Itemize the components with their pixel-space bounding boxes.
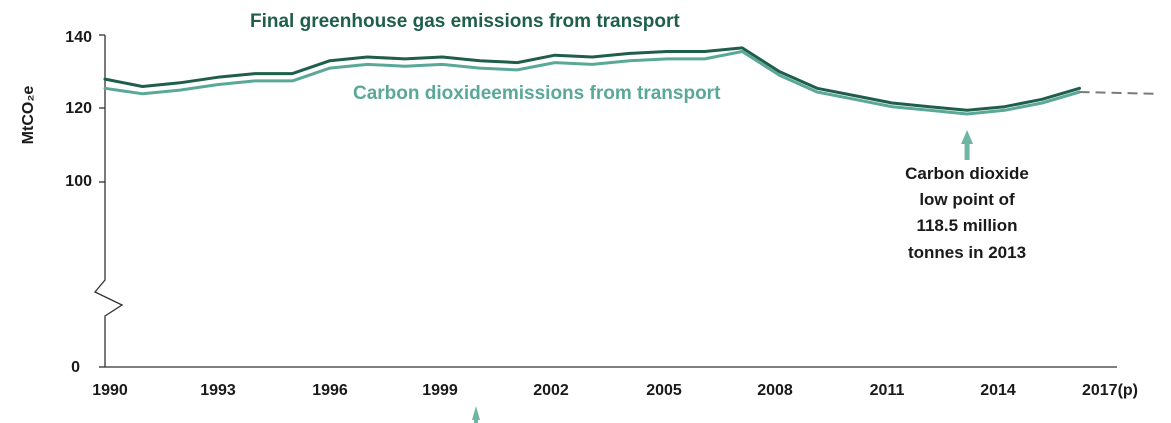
x-tick-1999: 1999 bbox=[422, 382, 458, 399]
y-axis-label: MtCO₂e bbox=[20, 86, 37, 145]
series-label-co2: Carbon dioxideemissions from transport bbox=[353, 83, 721, 104]
annotation-line-4: tonnes in 2013 bbox=[908, 243, 1026, 262]
annotation-line-3: 118.5 million bbox=[916, 216, 1017, 235]
x-tick-1993: 1993 bbox=[200, 382, 236, 399]
x-tick-1996: 1996 bbox=[312, 382, 348, 399]
annotation-line-1: Carbon dioxide bbox=[905, 164, 1029, 183]
x-tick-2011: 2011 bbox=[870, 382, 905, 399]
axes bbox=[93, 34, 1117, 368]
x-ticks: 1990 1993 1996 1999 2002 2005 2008 2011 … bbox=[92, 382, 1138, 399]
annotation-arrow-head bbox=[961, 130, 974, 144]
y-axis-line bbox=[93, 35, 124, 367]
annotation-line-2: low point of bbox=[919, 190, 1015, 209]
x-tick-2014: 2014 bbox=[980, 382, 1016, 399]
x-tick-2005: 2005 bbox=[646, 382, 682, 399]
low-point-annotation: Carbon dioxide low point of 118.5 millio… bbox=[472, 130, 1029, 423]
series-label-ghg: Final greenhouse gas emissions from tran… bbox=[250, 11, 680, 32]
y-tick-120: 120 bbox=[65, 100, 92, 117]
x-tick-2008: 2008 bbox=[757, 382, 793, 399]
series-group bbox=[103, 46, 1156, 116]
y-tick-0: 0 bbox=[71, 359, 80, 376]
series-projection-co2 bbox=[1079, 90, 1156, 95]
x-tick-2017p: 2017(p) bbox=[1082, 382, 1138, 399]
y-tick-100: 100 bbox=[65, 173, 92, 190]
y-tick-140: 140 bbox=[65, 29, 92, 46]
series-line-ghg bbox=[103, 46, 1081, 112]
series-line-co2 bbox=[103, 50, 1081, 116]
x-tick-2002: 2002 bbox=[533, 382, 569, 399]
x-tick-1990: 1990 bbox=[92, 382, 128, 399]
